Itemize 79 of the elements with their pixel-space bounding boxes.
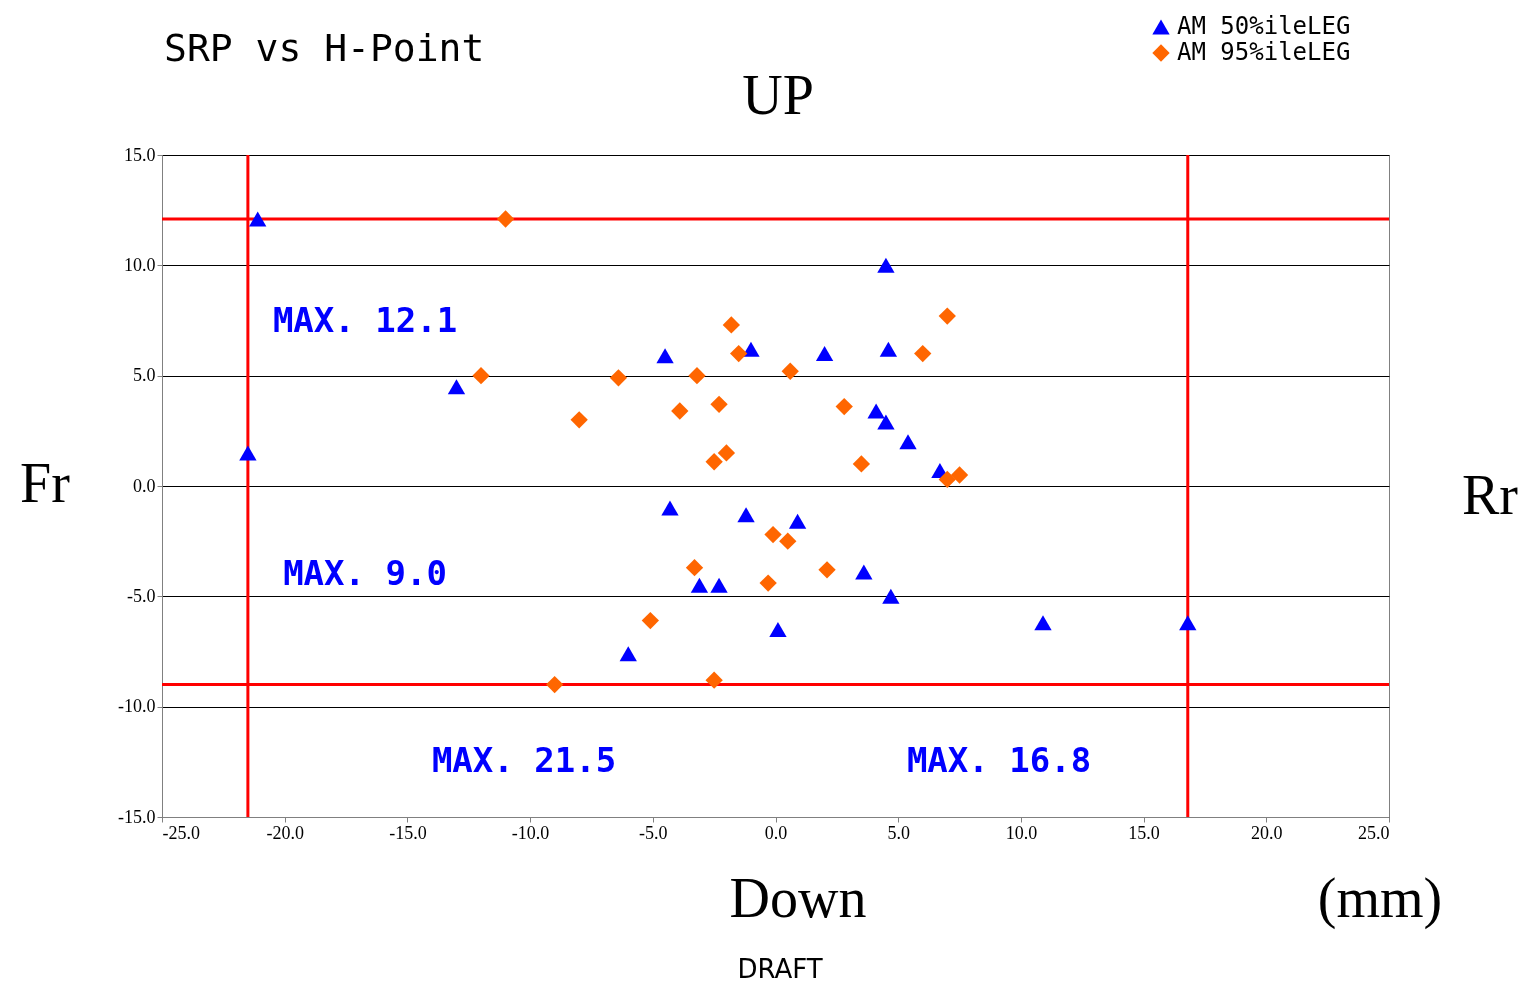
legend-label: AM 95%ileLEG [1177,38,1351,66]
point [759,574,777,592]
point [882,588,900,604]
point [671,402,689,420]
point [737,507,755,523]
y-tick-label: -15.0 [118,806,156,827]
point [619,646,637,662]
point [899,434,917,450]
point [641,611,660,630]
point [472,367,490,385]
point [1179,615,1197,631]
point [239,445,257,461]
point [1034,615,1052,631]
annotation: MAX. 21.5 [431,740,617,780]
x-tick-label: 15.0 [1128,822,1160,843]
point [855,564,873,580]
point [496,210,515,228]
point [788,513,807,529]
annotation: MAX. 9.0 [283,553,447,593]
y-tick-label: -5.0 [127,585,156,606]
x-tick-label: 10.0 [1005,822,1038,843]
point [710,395,728,414]
x-tick-label: -15.0 [389,822,427,843]
x-tick-label: 5.0 [887,822,910,843]
point [877,414,895,430]
point [717,444,736,462]
x-tick-label: 0.0 [764,822,788,843]
point [705,453,723,471]
x-tick-label: -5.0 [639,822,668,843]
x-tick-label: -25.0 [162,822,200,843]
point [769,621,787,637]
y-tick-label: 15.0 [124,144,156,165]
legend-label: AM 50%ileLEG [1177,12,1351,40]
point [656,348,674,364]
point [249,211,267,227]
point [722,316,740,334]
point [661,500,679,516]
x-tick-label: -20.0 [266,822,304,843]
point [779,532,797,550]
x-tick-label: 25.0 [1358,822,1390,843]
point [781,362,799,380]
point [710,577,728,593]
point [950,466,969,484]
point [764,525,782,544]
text: Fr [20,452,71,514]
point [835,397,853,416]
y-tick-label: 0.0 [133,475,156,496]
point [570,411,588,429]
point [879,341,898,357]
point [705,671,723,689]
point [877,257,895,273]
point [742,341,760,357]
annotation: MAX. 12.1 [272,300,458,340]
chart-title: SRP vs H-Point [164,26,485,70]
y-tick-label: 10.0 [124,254,156,275]
text: DRAFT [737,954,823,984]
text: (mm) [1317,867,1443,930]
y-tick-label: 5.0 [133,365,156,386]
point [815,346,834,362]
point [685,558,704,577]
point [914,344,932,363]
x-tick-label: -10.0 [511,822,550,843]
point [867,403,885,419]
y-tick-label: -10.0 [118,696,156,717]
point [818,561,836,579]
point [545,675,564,694]
x-tick-label: 20.0 [1251,822,1283,843]
point [730,344,748,363]
point [447,379,466,395]
point [690,577,709,593]
point [609,369,628,387]
point [938,470,956,489]
text: UP [742,64,814,126]
point [688,367,706,385]
point [852,455,871,473]
point [938,307,956,325]
text: Down [729,867,867,929]
text: Rr [1462,464,1519,526]
annotation: MAX. 16.8 [906,740,1092,780]
